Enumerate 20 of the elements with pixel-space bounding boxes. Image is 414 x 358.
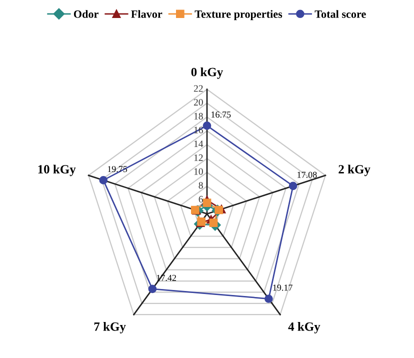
data-label: 17.08: [298, 172, 317, 178]
legend-label: Total score: [314, 10, 366, 18]
data-label: 19.17: [273, 284, 292, 291]
spoke-label: 4 kGy: [288, 322, 320, 334]
spoke-label: 2 kGy: [338, 164, 370, 176]
y-tick-label: 12: [194, 154, 203, 161]
y-tick-label: 22: [194, 85, 203, 92]
y-tick-label: 18: [194, 112, 203, 120]
legend-label: Flavor: [131, 10, 162, 18]
legend-label: Texture properties: [194, 10, 282, 20]
spoke-label: 7 kGy: [94, 322, 126, 334]
y-tick-label: 6: [198, 196, 203, 202]
data-label: 16.75: [212, 112, 231, 118]
spoke-label: 0 kGy: [191, 67, 224, 79]
legend-label: Odor: [74, 10, 98, 18]
y-tick-label: 10: [194, 168, 203, 175]
y-tick-label: 20: [194, 99, 203, 106]
spoke-label: 10 kGy: [38, 164, 76, 176]
y-tick-label: 8: [198, 182, 203, 189]
y-tick-label: 14: [194, 140, 204, 148]
